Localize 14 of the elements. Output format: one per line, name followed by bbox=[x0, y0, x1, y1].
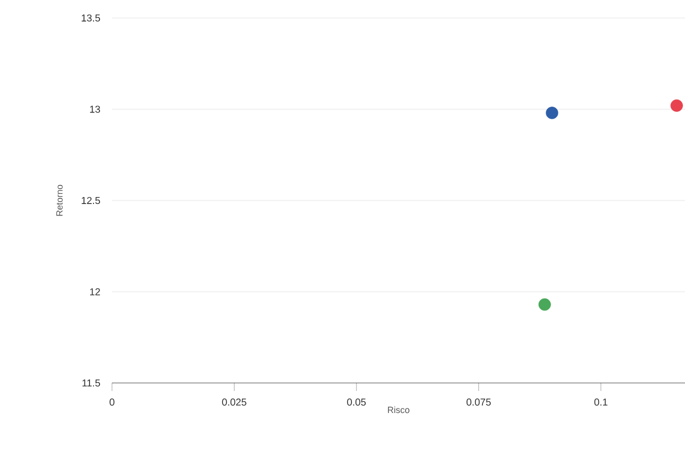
point bbox=[538, 298, 551, 311]
x-tick-label: 0.025 bbox=[222, 398, 246, 406]
y-tick-label: 12 bbox=[90, 288, 100, 296]
x-tick-label: 0.05 bbox=[347, 398, 366, 406]
y-axis-title: Retorno bbox=[56, 184, 63, 216]
x-tick-label: 0.1 bbox=[594, 398, 608, 406]
y-tick-label: 13 bbox=[90, 106, 100, 113]
y-tick-label: 11.5 bbox=[82, 380, 100, 386]
y-tick-label: 13.5 bbox=[82, 14, 100, 22]
y-tick-label: 12.5 bbox=[82, 196, 100, 204]
point bbox=[546, 106, 558, 120]
x-tick-label: 0 bbox=[110, 398, 114, 406]
x-tick-label: 0.075 bbox=[466, 398, 491, 406]
x-axis-title: Risco bbox=[388, 406, 410, 414]
